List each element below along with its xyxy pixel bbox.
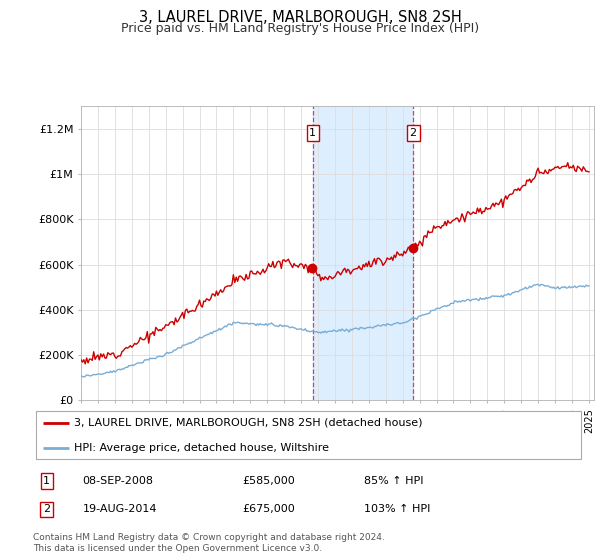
Text: Contains HM Land Registry data © Crown copyright and database right 2024.
This d: Contains HM Land Registry data © Crown c… — [33, 533, 385, 553]
Text: 08-SEP-2008: 08-SEP-2008 — [83, 476, 154, 486]
Text: £675,000: £675,000 — [243, 505, 296, 515]
Text: 3, LAUREL DRIVE, MARLBOROUGH, SN8 2SH: 3, LAUREL DRIVE, MARLBOROUGH, SN8 2SH — [139, 10, 461, 25]
Text: 2: 2 — [43, 505, 50, 515]
Text: 2: 2 — [410, 128, 417, 138]
Text: HPI: Average price, detached house, Wiltshire: HPI: Average price, detached house, Wilt… — [74, 443, 329, 453]
FancyBboxPatch shape — [36, 412, 581, 459]
Text: 103% ↑ HPI: 103% ↑ HPI — [364, 505, 431, 515]
Text: Price paid vs. HM Land Registry's House Price Index (HPI): Price paid vs. HM Land Registry's House … — [121, 22, 479, 35]
Text: £585,000: £585,000 — [243, 476, 296, 486]
Text: 1: 1 — [43, 476, 50, 486]
Bar — [313, 106, 413, 400]
Text: 3, LAUREL DRIVE, MARLBOROUGH, SN8 2SH (detached house): 3, LAUREL DRIVE, MARLBOROUGH, SN8 2SH (d… — [74, 418, 423, 428]
Text: 1: 1 — [309, 128, 316, 138]
Text: 85% ↑ HPI: 85% ↑ HPI — [364, 476, 424, 486]
Text: 19-AUG-2014: 19-AUG-2014 — [83, 505, 157, 515]
